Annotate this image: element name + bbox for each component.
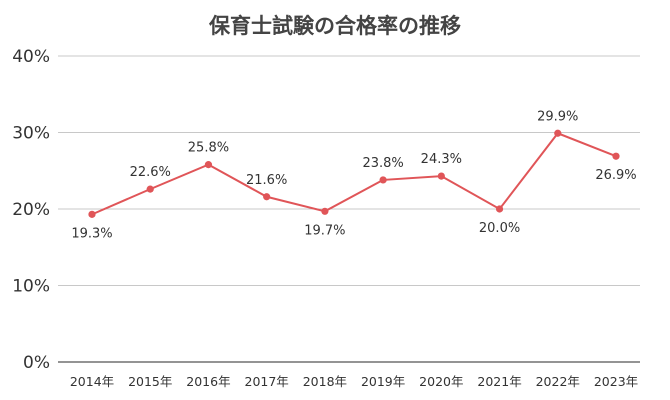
gridlines	[58, 55, 640, 363]
x-tick-label: 2017年	[245, 374, 289, 389]
data-label: 29.9%	[537, 109, 578, 124]
y-tick-label: 0%	[23, 353, 50, 373]
y-tick-label: 20%	[12, 200, 50, 220]
data-label: 21.6%	[246, 173, 287, 188]
data-point	[379, 176, 387, 184]
x-tick-label: 2023年	[594, 374, 638, 389]
x-tick-label: 2019年	[361, 374, 405, 389]
data-point	[495, 205, 504, 213]
data-label: 26.9%	[595, 168, 636, 183]
y-tick-label: 40%	[12, 47, 50, 67]
data-label: 19.7%	[304, 223, 345, 238]
series-layer	[88, 129, 620, 218]
data-point	[204, 161, 213, 169]
data-point	[321, 207, 329, 215]
data-point	[88, 210, 96, 218]
chart-title: 保育士試験の合格率の推移	[208, 14, 461, 38]
y-tick-label: 10%	[12, 277, 50, 297]
data-point	[146, 185, 154, 193]
x-tick-label: 2015年	[128, 374, 172, 389]
data-point	[437, 172, 445, 180]
x-tick-label: 2020年	[419, 374, 463, 389]
data-point	[263, 193, 271, 201]
data-label: 25.8%	[188, 141, 229, 156]
x-axis: 2014年 2015年 2016年 2017年 2018年 2019年 2020年 2021年…	[70, 374, 638, 389]
data-label: 22.6%	[130, 165, 171, 180]
data-label: 23.8%	[362, 156, 403, 171]
data-point	[612, 152, 620, 160]
series-line	[91, 132, 617, 216]
x-tick-label: 2022年	[536, 374, 580, 389]
data-label: 24.3%	[421, 152, 462, 167]
y-tick-label: 30%	[12, 124, 50, 144]
data-label: 19.3%	[71, 226, 112, 241]
x-tick-label: 2021年	[477, 374, 521, 389]
data-label: 20.0%	[479, 221, 520, 236]
y-axis: 0% 10% 20% 30% 40%	[12, 47, 50, 373]
data-point	[554, 129, 562, 137]
data-labels: 19.3% 22.6% 25.8% 21.6% 19.7% 23.8% 24.3% 20.0%…	[71, 109, 636, 241]
x-tick-label: 2018年	[303, 374, 347, 389]
x-tick-label: 2016年	[186, 374, 230, 389]
x-tick-label: 2014年	[70, 374, 114, 389]
